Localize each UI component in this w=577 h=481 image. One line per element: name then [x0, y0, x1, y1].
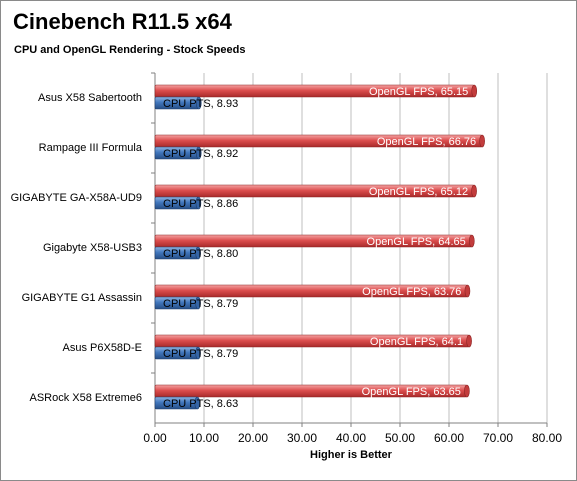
category-label: Asus X58 Sabertooth	[38, 92, 142, 104]
x-tick-label: 30.00	[287, 431, 317, 445]
x-axis-label: Higher is Better	[310, 449, 392, 461]
bar-cpu-pts-cap	[195, 346, 201, 360]
category-label: GIGABYTE GA-X58A-UD9	[11, 192, 142, 204]
category-label: Asus P6X58D-E	[63, 342, 142, 354]
data-label-cpu-pts: CPU PTS, 8.93	[163, 98, 238, 110]
category-label: ASRock X58 Extreme6	[30, 392, 143, 404]
bar-opengl-fps-cap	[471, 184, 477, 198]
data-label-opengl-fps: OpenGL FPS, 64.1	[370, 336, 463, 348]
x-tick-label: 0.00	[143, 431, 167, 445]
data-label-opengl-fps: OpenGL FPS, 63.65	[362, 386, 461, 398]
bar-cpu-pts-cap	[195, 296, 201, 310]
data-label-opengl-fps: OpenGL FPS, 65.12	[369, 186, 468, 198]
data-label-opengl-fps: OpenGL FPS, 64.65	[367, 236, 466, 248]
data-label-opengl-fps: OpenGL FPS, 63.76	[362, 286, 461, 298]
bar-opengl-fps-cap	[471, 84, 478, 98]
chart-title: Cinebench R11.5 x64	[13, 9, 232, 34]
data-label-cpu-pts: CPU PTS, 8.86	[163, 198, 238, 210]
bar-cpu-pts-cap	[195, 146, 202, 160]
data-label-opengl-fps: OpenGL FPS, 65.15	[369, 86, 468, 98]
x-tick-label: 60.00	[434, 431, 464, 445]
x-tick-label: 10.00	[189, 431, 219, 445]
x-tick-label: 50.00	[385, 431, 415, 445]
data-label-cpu-pts: CPU PTS, 8.92	[163, 148, 238, 160]
bar-cpu-pts-cap	[195, 196, 202, 210]
data-label-cpu-pts: CPU PTS, 8.63	[163, 398, 238, 410]
x-tick-label: 70.00	[483, 431, 513, 445]
category-label: Gigabyte X58-USB3	[43, 242, 142, 254]
category-label: Rampage III Formula	[39, 142, 143, 154]
x-tick-label: 80.00	[532, 431, 562, 445]
bar-cpu-pts-cap	[195, 96, 202, 110]
bar-cpu-pts-cap	[194, 396, 201, 410]
data-label-cpu-pts: CPU PTS, 8.80	[163, 248, 238, 260]
data-label-cpu-pts: CPU PTS, 8.79	[163, 298, 238, 310]
bar-opengl-fps-cap	[464, 384, 470, 398]
x-tick-label: 40.00	[336, 431, 366, 445]
bar-opengl-fps-cap	[468, 234, 475, 248]
bar-opengl-fps-cap	[464, 284, 471, 298]
bar-opengl-fps-cap	[466, 334, 472, 348]
chart-subtitle: CPU and OpenGL Rendering - Stock Speeds	[14, 44, 246, 56]
data-label-cpu-pts: CPU PTS, 8.79	[163, 348, 238, 360]
bar-cpu-pts-cap	[195, 246, 201, 260]
data-label-opengl-fps: OpenGL FPS, 66.76	[377, 136, 476, 148]
bar-opengl-fps-cap	[479, 134, 485, 148]
x-tick-label: 20.00	[238, 431, 268, 445]
category-label: GIGABYTE G1 Assassin	[22, 292, 142, 304]
